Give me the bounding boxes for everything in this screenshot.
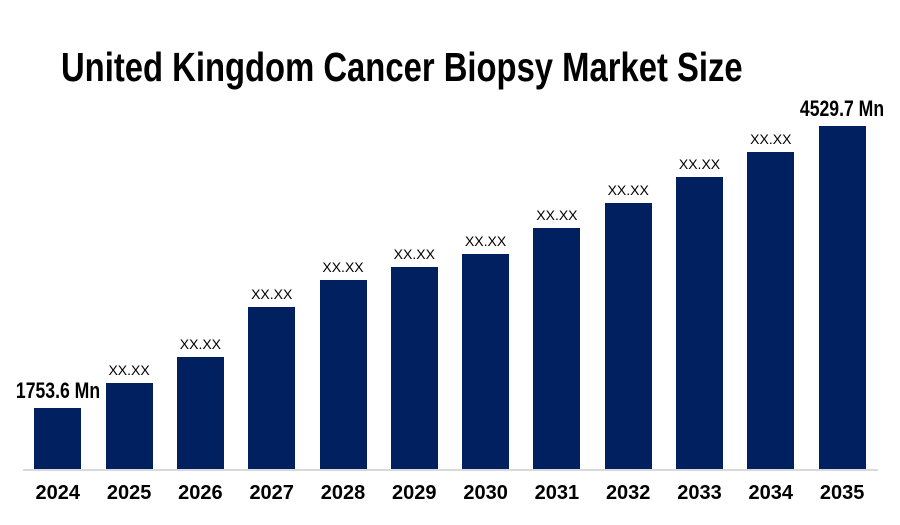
bar-value-label: XX.XX <box>464 233 507 249</box>
bar-value-label: XX.XX <box>536 207 578 223</box>
bar-2025 <box>105 383 153 470</box>
x-axis-tick-label: 2025 <box>106 482 152 504</box>
x-axis-tick-label: 2026 <box>178 482 223 504</box>
bar-value-label: XX.XX <box>251 286 293 302</box>
bar-value-label: XX.XX <box>607 182 649 198</box>
bar-2029 <box>390 267 438 470</box>
bar-2033 <box>676 177 723 470</box>
bar-value-label: 4529.7 Mn <box>800 96 885 121</box>
x-axis-tick-label: 2030 <box>463 482 508 504</box>
x-axis-tick-label: 2029 <box>392 482 437 504</box>
bar-2032 <box>604 203 652 470</box>
x-axis-tick-label: 2028 <box>320 482 366 504</box>
x-axis-tick-label: 2034 <box>748 482 794 504</box>
x-axis-line <box>23 469 878 471</box>
bar-2030 <box>462 254 510 470</box>
bar-value-label: XX.XX <box>678 156 721 172</box>
bar-value-label: XX.XX <box>750 131 792 147</box>
x-axis-tick-label: 2033 <box>677 482 722 504</box>
x-axis-tick-label: 2032 <box>605 482 651 504</box>
bar-2035 <box>818 126 866 470</box>
bar-2028 <box>319 280 367 470</box>
bar-2026 <box>176 357 224 470</box>
bar-value-label: XX.XX <box>108 362 150 378</box>
bar-2027 <box>248 307 296 470</box>
bar-2031 <box>533 228 581 470</box>
bar-value-label: XX.XX <box>179 336 222 352</box>
bar-value-label: XX.XX <box>393 246 435 262</box>
x-axis-tick-label: 2035 <box>819 482 865 504</box>
bar-value-label: XX.XX <box>322 259 364 275</box>
x-axis-tick-label: 2031 <box>534 482 580 504</box>
bar-value-label: 1753.6 Mn <box>15 378 100 403</box>
x-axis-tick-label: 2024 <box>35 482 81 504</box>
bar-2034 <box>747 152 795 470</box>
chart-title: United Kingdom Cancer Biopsy Market Size <box>61 44 743 90</box>
x-axis-tick-label: 2027 <box>249 482 294 504</box>
bar-2024 <box>34 408 82 470</box>
